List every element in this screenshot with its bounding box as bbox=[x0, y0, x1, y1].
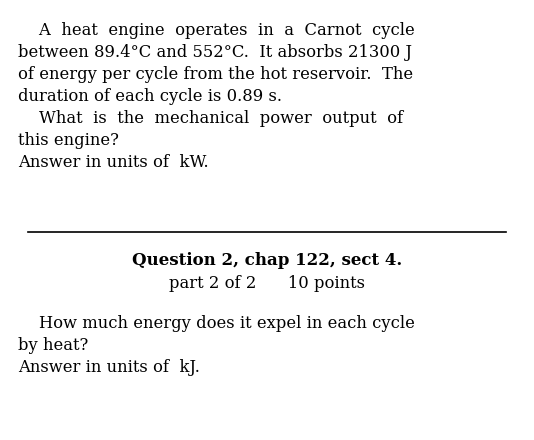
Text: between 89.4°C and 552°C.  It absorbs 21300 J: between 89.4°C and 552°C. It absorbs 213… bbox=[18, 44, 412, 61]
Text: this engine?: this engine? bbox=[18, 132, 119, 149]
Text: by heat?: by heat? bbox=[18, 337, 88, 354]
Text: How much energy does it expel in each cycle: How much energy does it expel in each cy… bbox=[18, 315, 415, 332]
Text: Answer in units of  kW.: Answer in units of kW. bbox=[18, 154, 209, 171]
Text: part 2 of 2      10 points: part 2 of 2 10 points bbox=[169, 275, 365, 292]
Text: Answer in units of  kJ.: Answer in units of kJ. bbox=[18, 359, 200, 376]
Text: A  heat  engine  operates  in  a  Carnot  cycle: A heat engine operates in a Carnot cycle bbox=[18, 22, 415, 39]
Text: of energy per cycle from the hot reservoir.  The: of energy per cycle from the hot reservo… bbox=[18, 66, 413, 83]
Text: duration of each cycle is 0.89 s.: duration of each cycle is 0.89 s. bbox=[18, 88, 282, 105]
Text: Question 2, chap 122, sect 4.: Question 2, chap 122, sect 4. bbox=[132, 252, 402, 269]
Text: What  is  the  mechanical  power  output  of: What is the mechanical power output of bbox=[18, 110, 403, 127]
